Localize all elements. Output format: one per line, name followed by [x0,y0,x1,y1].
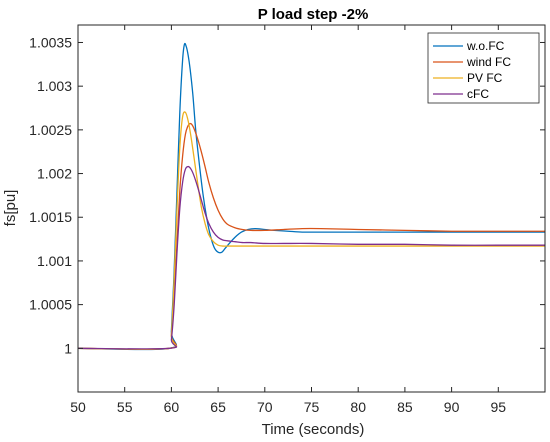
x-tick-label: 65 [210,399,226,415]
x-tick-label: 90 [444,399,460,415]
y-axis: 1 1.0005 1.001 1.0015 1.002 1.0025 1.003 1.0035 [29,34,545,356]
x-axis-label: Time (seconds) [262,421,365,438]
series-line-4 [77,165,545,350]
series-line-3 [77,111,545,350]
legend-label-4: cFC [467,87,489,101]
legend: w.o.FC wind FC PV FC cFC [427,32,540,104]
x-tick-label: 85 [397,399,413,415]
y-tick-label: 1.001 [37,253,72,269]
x-tick-label: 75 [304,399,320,415]
legend-label-1: w.o.FC [466,39,505,53]
x-tick-label: 95 [491,399,507,415]
y-tick-label: 1.0035 [29,34,72,50]
y-tick-label: 1.002 [37,166,72,182]
x-tick-label: 60 [164,399,180,415]
y-axis-label: fs[pu] [2,190,19,227]
legend-label-2: wind FC [466,55,511,69]
y-tick-label: 1.003 [37,78,72,94]
series-line-1 [77,42,545,351]
x-axis: 50 55 60 65 70 75 80 85 90 95 [70,25,506,415]
y-tick-label: 1.0005 [29,297,72,313]
series-layer [77,42,545,351]
x-tick-label: 55 [117,399,133,415]
x-tick-label: 70 [257,399,273,415]
y-tick-label: 1.0015 [29,209,72,225]
y-tick-label: 1.0025 [29,122,72,138]
chart-title: P load step -2% [258,6,369,23]
y-tick-label: 1 [64,340,72,356]
x-tick-label: 80 [350,399,366,415]
legend-label-3: PV FC [467,71,503,85]
series-line-2 [77,122,545,350]
x-tick-label: 50 [70,399,86,415]
legend-box [427,32,540,104]
